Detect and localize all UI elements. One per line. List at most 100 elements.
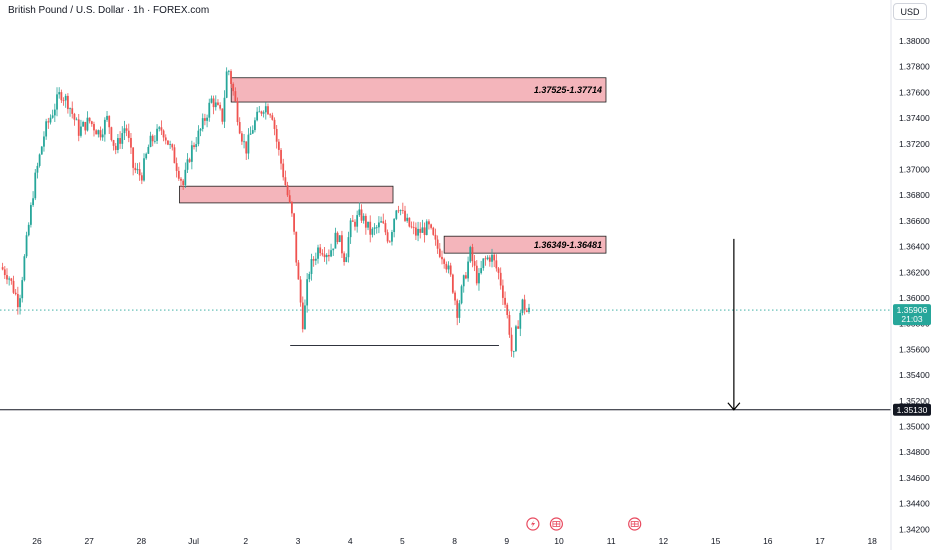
candle-body bbox=[97, 130, 100, 135]
candle-body bbox=[443, 259, 446, 264]
candle-body bbox=[306, 279, 309, 306]
candle-body bbox=[525, 310, 528, 312]
candle-body bbox=[471, 247, 474, 262]
candle-body bbox=[62, 100, 65, 102]
y-tick-label: 1.35600 bbox=[899, 344, 930, 354]
current-price-label: 1.35906 bbox=[897, 305, 928, 315]
candle-body bbox=[30, 205, 32, 225]
candle-body bbox=[199, 128, 202, 131]
y-tick-label: 1.36600 bbox=[899, 216, 930, 226]
candle-body bbox=[410, 226, 413, 228]
candle-body bbox=[330, 250, 332, 257]
x-tick-label: 28 bbox=[137, 536, 147, 546]
current-price-badge bbox=[893, 304, 931, 326]
candle-body bbox=[406, 217, 409, 221]
supply-zone[interactable] bbox=[230, 77, 607, 103]
candle-body bbox=[497, 268, 500, 273]
gbp-flag-icon[interactable] bbox=[549, 517, 563, 531]
candle-body bbox=[32, 198, 34, 206]
candle-body bbox=[254, 120, 256, 131]
candle-body bbox=[206, 117, 208, 121]
candle-body bbox=[64, 95, 67, 101]
candle-body bbox=[451, 274, 454, 293]
lightning-flag-icon[interactable] bbox=[526, 517, 540, 531]
candle-body bbox=[153, 140, 156, 142]
candle-body bbox=[436, 239, 439, 249]
candle-body bbox=[90, 121, 93, 125]
candle-body bbox=[106, 115, 108, 120]
candle-body bbox=[417, 228, 419, 236]
candle-body bbox=[512, 351, 515, 352]
gbp-flag-icon[interactable] bbox=[628, 517, 642, 531]
candle-body bbox=[488, 257, 491, 262]
x-tick-label: 26 bbox=[32, 536, 42, 546]
candle-body bbox=[171, 144, 174, 148]
candle-body bbox=[175, 163, 178, 171]
candle-body bbox=[454, 292, 456, 301]
candle-body bbox=[219, 104, 222, 109]
candle-body bbox=[180, 178, 182, 181]
candle-body bbox=[177, 170, 180, 179]
y-tick-label: 1.37000 bbox=[899, 165, 930, 175]
candle-body bbox=[438, 248, 441, 257]
candle-body bbox=[351, 220, 354, 222]
candle-body bbox=[53, 109, 56, 116]
candle-body bbox=[462, 275, 465, 287]
candle-body bbox=[523, 299, 526, 311]
candle-body bbox=[386, 232, 389, 242]
y-tick-label: 1.35200 bbox=[899, 396, 930, 406]
candle-body bbox=[508, 315, 511, 335]
candle-body bbox=[341, 235, 343, 254]
candle-body bbox=[334, 232, 337, 249]
candle-body bbox=[293, 213, 295, 232]
candle-body bbox=[136, 169, 139, 171]
candle-body bbox=[288, 195, 291, 202]
candle-body bbox=[112, 140, 115, 146]
candle-body bbox=[58, 92, 61, 95]
candle-body bbox=[310, 259, 313, 274]
candle-body bbox=[275, 128, 278, 142]
candle-body bbox=[382, 221, 385, 224]
candle-body bbox=[384, 223, 387, 233]
candle-body bbox=[164, 137, 167, 141]
candle-body bbox=[212, 98, 215, 108]
x-tick-label: 18 bbox=[867, 536, 877, 546]
candle-body bbox=[395, 210, 398, 219]
candle-body bbox=[247, 134, 250, 154]
y-tick-label: 1.37400 bbox=[899, 113, 930, 123]
candle-body bbox=[367, 221, 369, 228]
candle-body bbox=[19, 298, 21, 308]
candle-body bbox=[401, 210, 404, 211]
candle-body bbox=[160, 127, 163, 131]
y-tick-label: 1.34400 bbox=[899, 499, 930, 509]
currency-button[interactable]: USD bbox=[893, 3, 927, 20]
candle-body bbox=[167, 140, 169, 145]
candle-body bbox=[88, 117, 91, 122]
candle-body bbox=[501, 285, 504, 298]
candle-body bbox=[358, 209, 361, 216]
candle-body bbox=[373, 227, 376, 229]
candle-body bbox=[299, 279, 302, 303]
candle-body bbox=[99, 130, 102, 138]
candle-body bbox=[251, 130, 254, 134]
candle-body bbox=[258, 111, 261, 113]
candle-body bbox=[521, 299, 524, 313]
candle-body bbox=[121, 133, 124, 144]
candle-body bbox=[421, 227, 424, 233]
candle-body bbox=[145, 153, 148, 159]
supply-zone[interactable] bbox=[443, 235, 607, 254]
candle-body bbox=[308, 273, 311, 280]
supply-zone[interactable] bbox=[179, 185, 394, 204]
candle-body bbox=[473, 261, 476, 266]
candle-body bbox=[10, 278, 13, 281]
x-tick-label: 4 bbox=[348, 536, 353, 546]
candle-body bbox=[515, 326, 517, 352]
x-tick-label: 8 bbox=[452, 536, 457, 546]
candle-body bbox=[56, 94, 58, 110]
candle-body bbox=[43, 136, 45, 147]
candle-body bbox=[264, 106, 267, 113]
candle-body bbox=[193, 145, 195, 148]
candle-body bbox=[93, 124, 95, 131]
